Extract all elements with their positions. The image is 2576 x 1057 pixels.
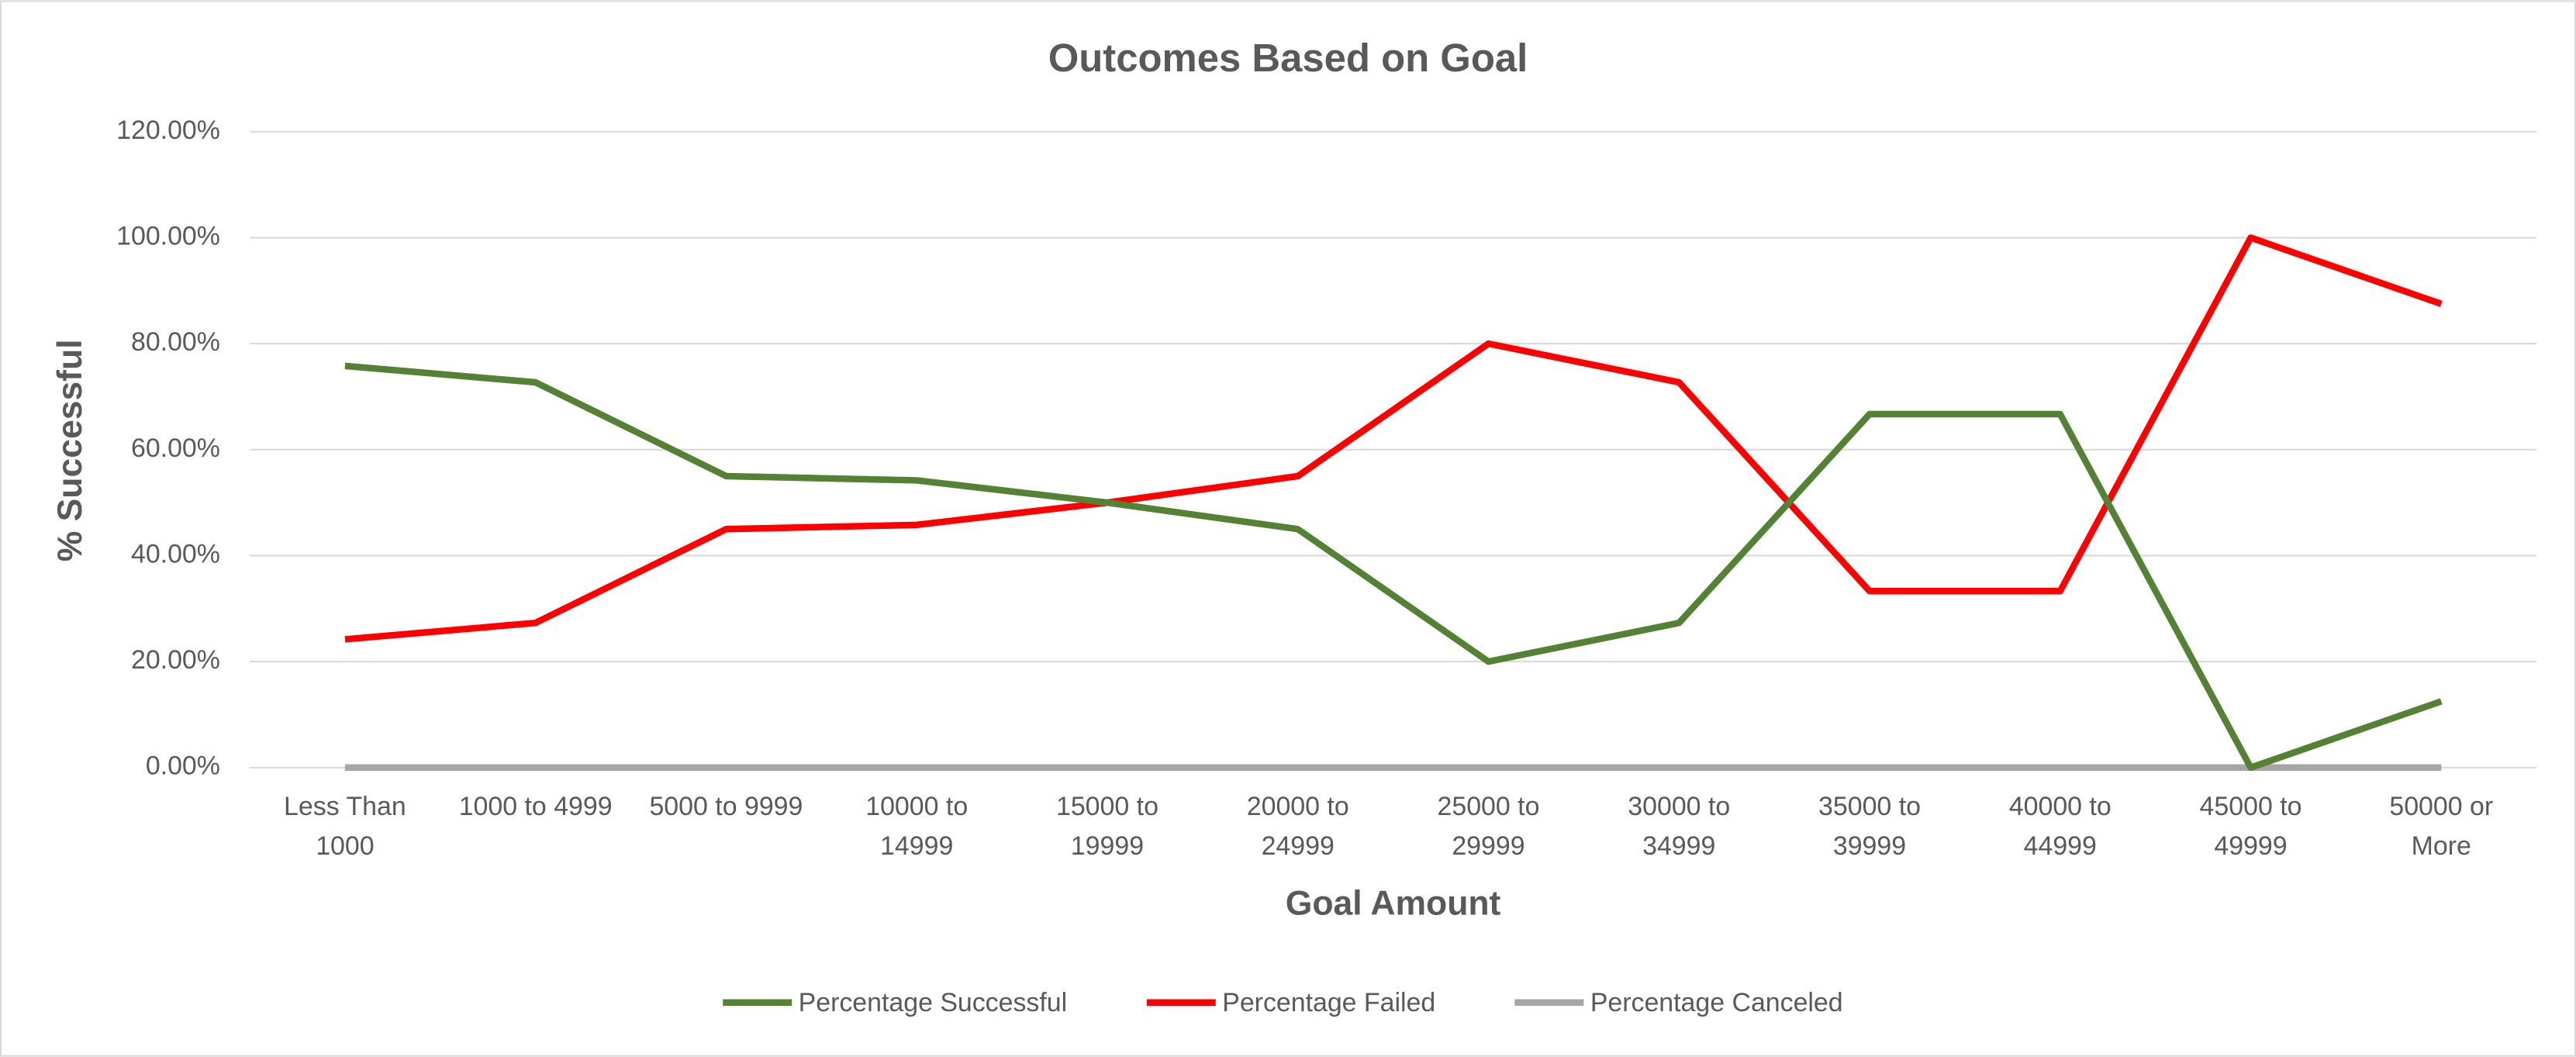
- x-tick-label-box: 50000 or More: [2389, 793, 2494, 862]
- x-tick-label-box: 5000 to 9999: [649, 793, 803, 822]
- x-tick-label-box: 35000 to 39999: [1818, 793, 1921, 862]
- x-tick-label: 20000 to 24999: [1246, 793, 1349, 862]
- y-tick-label: 0.00%: [146, 751, 220, 781]
- x-tick-label: 35000 to 39999: [1818, 793, 1921, 862]
- x-tick-label: 10000 to 14999: [865, 793, 969, 862]
- legend-label: Percentage Canceled: [1590, 988, 1843, 1017]
- x-tick-label-box: 10000 to 14999: [865, 793, 969, 862]
- x-tick-label: 50000 or More: [2389, 793, 2494, 862]
- legend-label: Percentage Failed: [1222, 988, 1435, 1017]
- chart-title: Outcomes Based on Goal: [1048, 36, 1528, 80]
- series-line: [344, 234, 2443, 643]
- x-tick-label-box: 15000 to 19999: [1055, 793, 1159, 862]
- x-tick-label: Less Than 1000: [284, 793, 406, 862]
- x-axis-title: Goal Amount: [1286, 884, 1501, 922]
- x-tick-label: 45000 to 49999: [2199, 793, 2302, 862]
- x-tick-label-box: 20000 to 24999: [1246, 793, 1349, 862]
- x-tick-label: 5000 to 9999: [649, 793, 803, 822]
- x-tick-label-box: 30000 to 34999: [1628, 793, 1731, 862]
- y-tick-label: 80.00%: [131, 327, 220, 357]
- x-tick-label: 40000 to 44999: [2008, 793, 2112, 862]
- y-tick-label: 100.00%: [116, 221, 220, 250]
- x-tick-label-box: 40000 to 44999: [2008, 793, 2112, 862]
- x-tick-label-box: 45000 to 49999: [2199, 793, 2302, 862]
- x-tick-label: 25000 to 29999: [1437, 793, 1540, 862]
- x-tick-label-box: 25000 to 29999: [1437, 793, 1540, 862]
- y-tick-label: 20.00%: [131, 645, 220, 675]
- legend-label: Percentage Successful: [799, 988, 1067, 1017]
- x-tick-label: 1000 to 4999: [458, 793, 613, 822]
- x-tick-label-box: Less Than 1000: [284, 793, 406, 862]
- x-tick-label: 15000 to 19999: [1055, 793, 1159, 862]
- series-line: [344, 362, 2443, 771]
- x-tick-label-box: 1000 to 4999: [458, 793, 613, 822]
- y-tick-label: 60.00%: [131, 434, 220, 463]
- x-tick-label: 30000 to 34999: [1628, 793, 1731, 862]
- y-tick-label: 40.00%: [131, 539, 220, 568]
- y-tick-label: 120.00%: [116, 116, 220, 145]
- y-axis-title: % Successful: [51, 339, 89, 561]
